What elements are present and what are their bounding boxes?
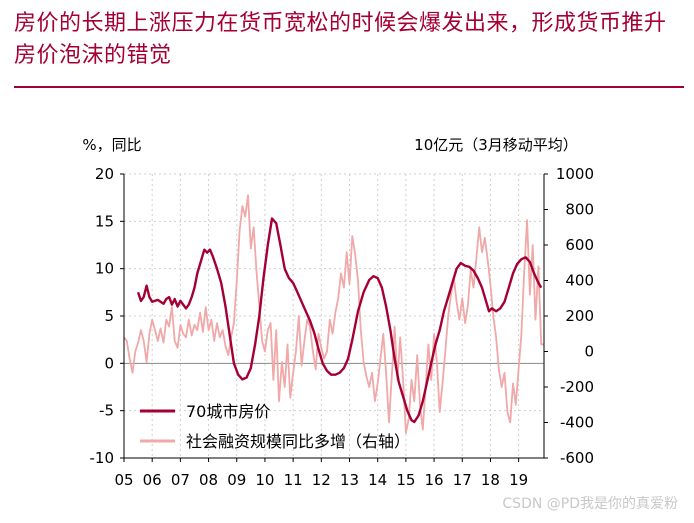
left-tick-label: 5 xyxy=(104,307,114,325)
legend-label-series2: 社会融资规模同比多增（右轴） xyxy=(186,432,410,451)
x-tick-label: 14 xyxy=(368,471,387,489)
left-tick-label: 15 xyxy=(95,212,114,230)
right-tick-label: -400 xyxy=(560,414,594,432)
x-tick-label: 05 xyxy=(114,471,133,489)
series-line-1 xyxy=(136,217,543,424)
left-tick-label: 10 xyxy=(95,260,114,278)
left-tick-label: 0 xyxy=(104,354,114,372)
watermark: CSDN @PD我是你的真爱粉 xyxy=(502,496,678,512)
x-tick-label: 10 xyxy=(255,471,274,489)
right-tick-label: 200 xyxy=(565,307,594,325)
x-tick-label: 09 xyxy=(227,471,246,489)
x-tick-label: 07 xyxy=(171,471,190,489)
right-tick-label: 1000 xyxy=(556,165,594,183)
right-tick-label: 600 xyxy=(565,236,594,254)
right-axis-label: 10亿元（3月移动平均） xyxy=(414,136,578,154)
x-tick-label: 19 xyxy=(509,471,528,489)
axes: 20 15 10 5 0 -5 -10 1000 800 600 400 200 0 -200 -400 -6… xyxy=(90,165,595,489)
legend-label-series1: 70城市房价 xyxy=(186,402,270,421)
x-tick-label: 18 xyxy=(481,471,500,489)
right-tick-label: -600 xyxy=(560,449,594,467)
x-tick-label: 13 xyxy=(340,471,359,489)
x-tick-label: 06 xyxy=(143,471,162,489)
left-tick-label: 20 xyxy=(95,165,114,183)
title-rule xyxy=(14,86,684,88)
series-line-2 xyxy=(123,194,544,434)
series-lines xyxy=(123,194,544,434)
x-tick-label: 08 xyxy=(199,471,218,489)
x-tick-label: 15 xyxy=(396,471,415,489)
right-tick-label: 0 xyxy=(584,343,594,361)
left-axis-label: %，同比 xyxy=(82,136,141,154)
left-tick-label: -10 xyxy=(90,449,115,467)
right-tick-label: 400 xyxy=(565,272,594,290)
x-tick-label: 11 xyxy=(284,471,303,489)
legend: 70城市房价 社会融资规模同比多增（右轴） xyxy=(140,402,410,451)
x-tick-label: 12 xyxy=(312,471,331,489)
right-tick-label: 800 xyxy=(565,201,594,219)
x-tick-label: 17 xyxy=(453,471,472,489)
right-tick-label: -200 xyxy=(560,378,594,396)
left-tick-label: -5 xyxy=(99,402,114,420)
chart-title: 房价的长期上涨压力在货币宽松的时候会爆发出来，形成货币推升房价泡沫的错觉 xyxy=(14,11,667,68)
x-tick-label: 16 xyxy=(425,471,444,489)
